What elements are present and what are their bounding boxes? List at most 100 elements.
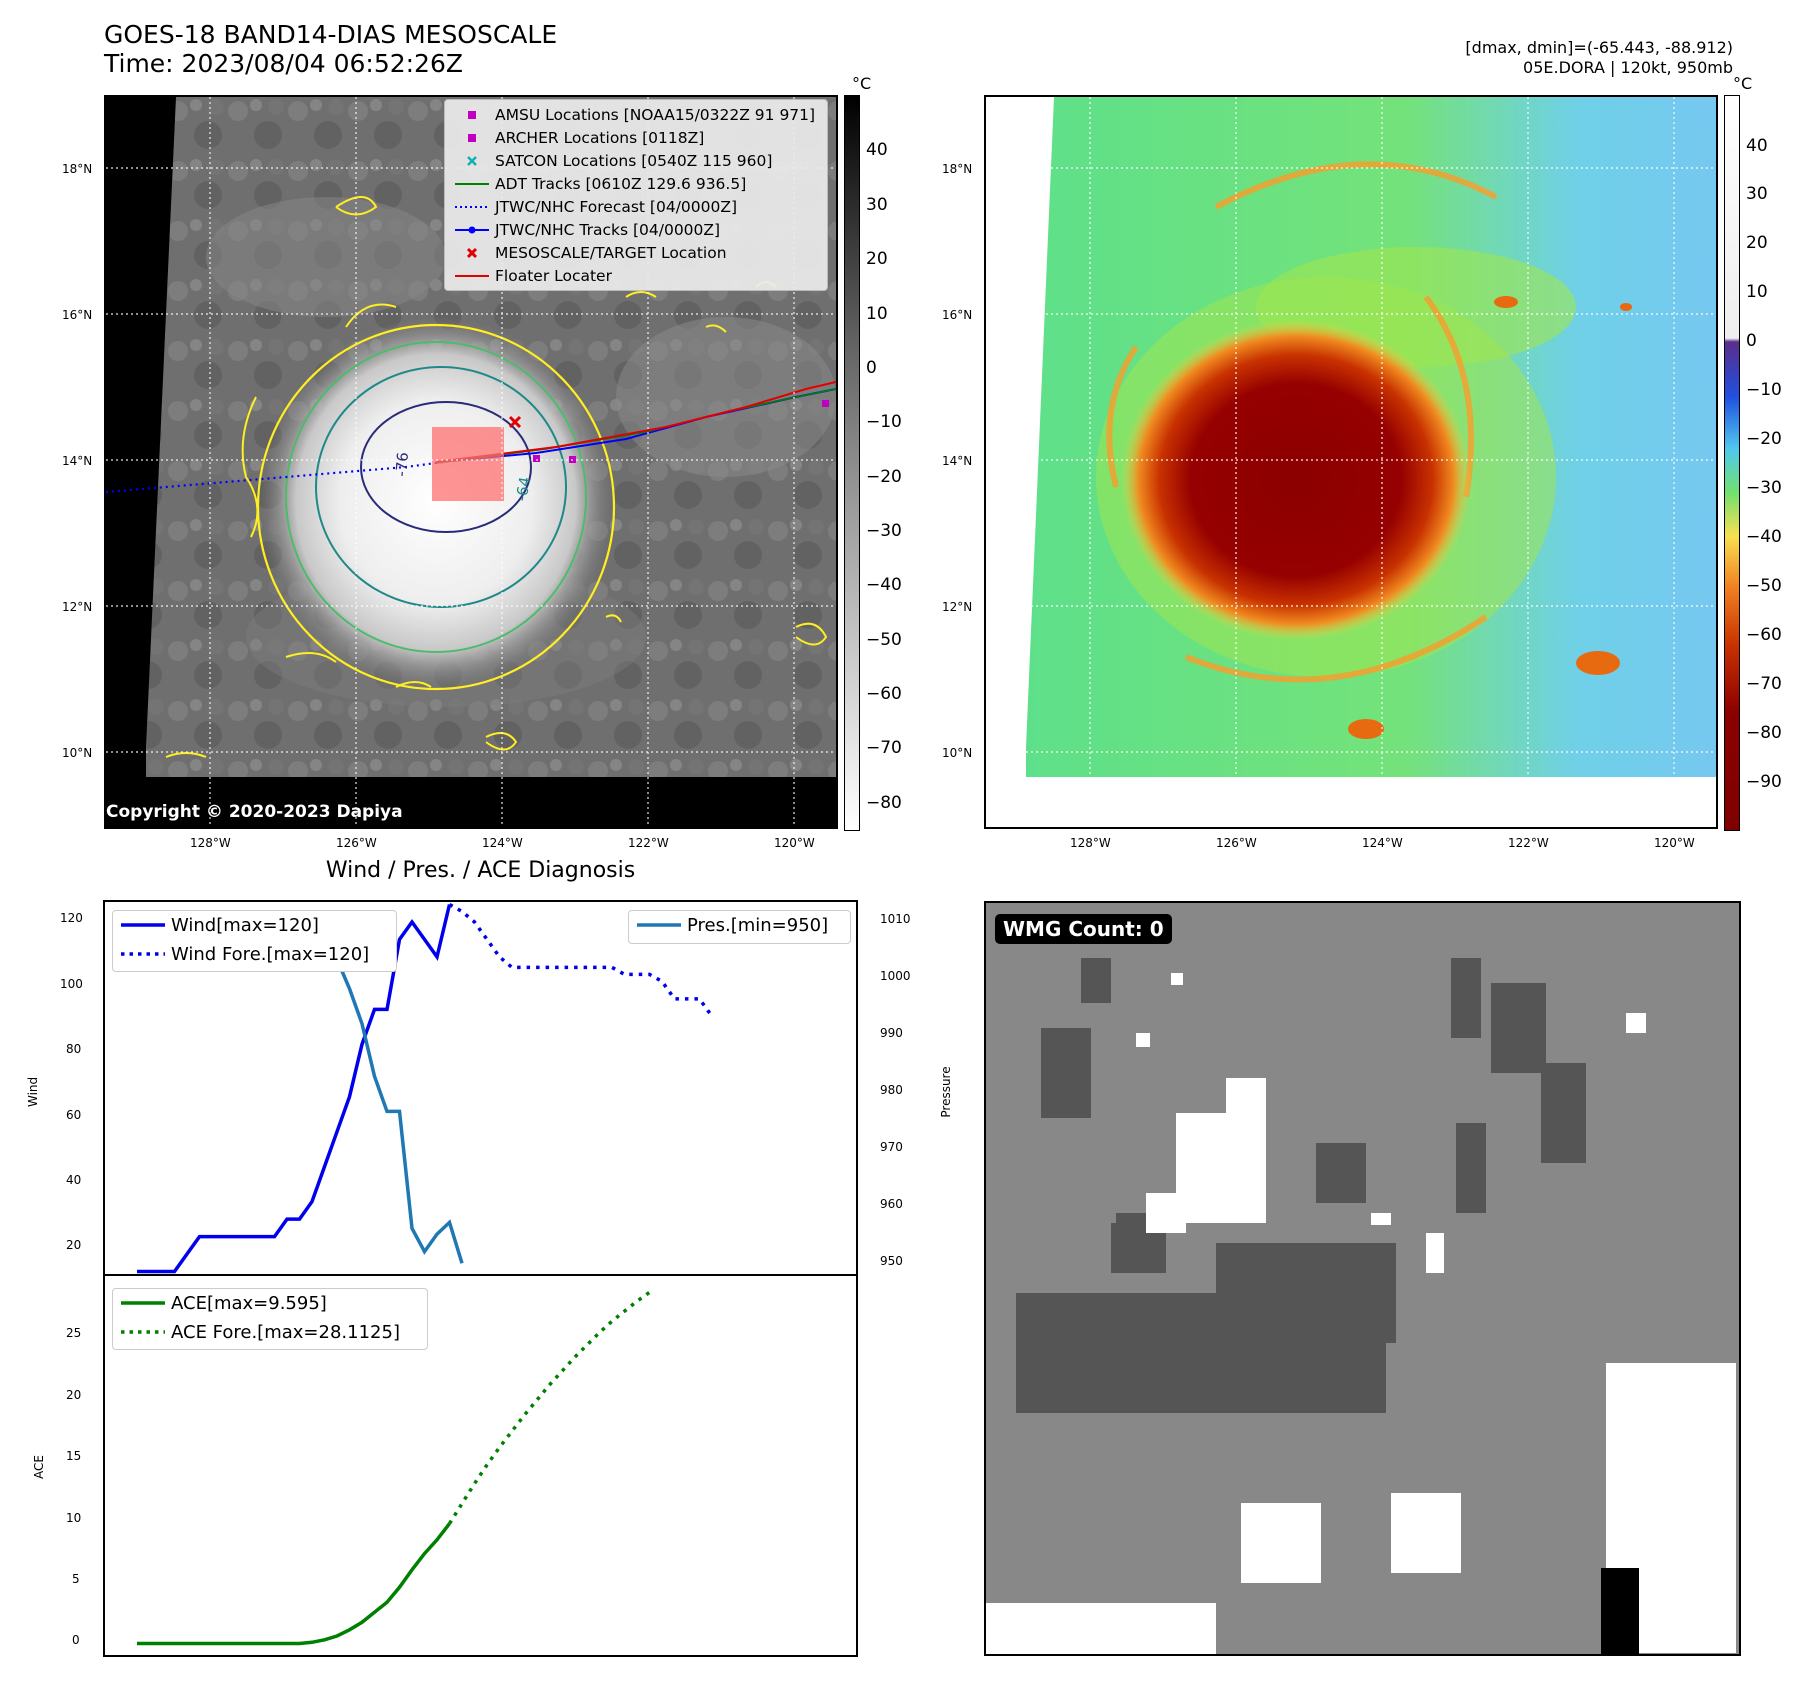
lon-label: 128°W [190,836,231,850]
ace-legend: ACE[max=9.595] ACE Fore.[max=28.1125] [112,1288,428,1350]
legend-item-floater: Floater Locater [445,265,827,288]
ir-colorbar-unit: °C [852,74,872,93]
x-marker-icon [455,242,489,265]
wind-series-line [137,904,452,1274]
ace-tick: 5 [72,1572,80,1586]
legend-item-target: MESOSCALE/TARGET Location [445,242,827,265]
dotted-line-icon [455,196,489,219]
ir-cb-tick: 10 [866,304,888,324]
pres-tick: 1000 [880,969,911,983]
ir-cb-tick: 0 [866,358,877,378]
wind-legend: Wind[max=120] Wind Fore.[max=120] [112,910,397,972]
ir-cb-tick: 20 [866,249,888,269]
color-cb-tick: −90 [1746,772,1782,792]
ir-map-legend: AMSU Locations [NOAA15/0322Z 91 971] ARC… [444,99,828,291]
legend-label: ACE[max=9.595] [171,1293,327,1314]
wind-tick: 20 [66,1238,82,1252]
line-dot-icon [455,219,489,242]
wmg-count-badge: WMG Count: 0 [995,914,1172,944]
ir-cb-tick: −70 [866,738,902,758]
lon-label: 120°W [774,836,815,850]
wind-tick: 80 [66,1042,82,1056]
x-marker-icon [455,150,489,173]
legend-label: AMSU Locations [NOAA15/0322Z 91 971] [495,106,816,124]
ir-colorbar [844,95,860,831]
solid-line-icon [121,1289,165,1318]
wmg-image [986,958,1736,1654]
color-cb-tick: −30 [1746,478,1782,498]
legend-label: Wind Fore.[max=120] [171,944,370,965]
legend-label: JTWC/NHC Forecast [04/0000Z] [495,198,738,216]
lat-label: 12°N [942,600,973,614]
square-marker-icon [455,127,489,150]
color-cb-tick: 10 [1746,282,1768,302]
legend-item-satcon: SATCON Locations [0540Z 115 960] [445,150,827,173]
target-marker [508,415,522,429]
legend-item-wind: Wind[max=120] [113,911,396,940]
color-cb-tick: −80 [1746,723,1782,743]
ace-tick: 15 [66,1449,82,1463]
legend-label: SATCON Locations [0540Z 115 960] [495,152,773,170]
legend-label: ARCHER Locations [0118Z] [495,129,705,147]
solid-line-icon [637,911,681,940]
ace-tick: 25 [66,1326,82,1340]
pres-tick: 1010 [880,912,911,926]
ir-cb-tick: −20 [866,467,902,487]
lon-label: 124°W [482,836,523,850]
wind-tick: 100 [60,977,83,991]
solid-line-icon [121,911,165,940]
legend-item-wind-forecast: Wind Fore.[max=120] [113,940,396,969]
lon-label: 126°W [1216,836,1257,850]
lat-label: 10°N [942,746,973,760]
color-cb-tick: 40 [1746,136,1768,156]
lat-label: 10°N [62,746,93,760]
legend-label: Wind[max=120] [171,915,319,936]
color-cb-tick: −70 [1746,674,1782,694]
ir-cb-tick: −60 [866,684,902,704]
wind-tick: 120 [60,911,83,925]
ace-tick: 10 [66,1511,82,1525]
ace-forecast-series-line [448,1290,651,1525]
legend-label: MESOSCALE/TARGET Location [495,244,727,262]
legend-item-ace-forecast: ACE Fore.[max=28.1125] [113,1318,427,1347]
wind-axis-label: Wind [26,1076,40,1107]
lon-label: 126°W [336,836,377,850]
pres-tick: 970 [880,1140,903,1154]
ace-tick: 0 [72,1633,80,1647]
solid-line-icon [455,265,489,288]
color-colorbar-unit: °C [1733,74,1753,93]
color-map-image [986,97,1716,827]
lat-label: 16°N [942,308,973,322]
legend-item-archer: ARCHER Locations [0118Z] [445,127,827,150]
title-line-1: GOES-18 BAND14-DIAS MESOSCALE [104,20,558,49]
contour-label-64: -64 [512,475,534,502]
title-line-2: Time: 2023/08/04 06:52:26Z [104,49,463,78]
square-marker-icon [455,104,489,127]
ir-cb-tick: −10 [866,412,902,432]
ace-series-line [137,1522,451,1646]
diagnosis-title: Wind / Pres. / ACE Diagnosis [325,858,636,883]
copyright-text: Copyright © 2020-2023 Dapiya [106,802,403,822]
lat-label: 16°N [62,308,93,322]
lon-label: 120°W [1654,836,1695,850]
legend-item-forecast: JTWC/NHC Forecast [04/0000Z] [445,196,827,219]
color-cb-tick: 30 [1746,184,1768,204]
ace-axis-label: ACE [32,1455,46,1479]
color-colorbar [1724,95,1740,831]
pres-tick: 980 [880,1083,903,1097]
lon-label: 122°W [628,836,669,850]
lat-label: 12°N [62,600,93,614]
wind-tick: 40 [66,1173,82,1187]
color-cb-tick: −40 [1746,527,1782,547]
color-cb-tick: −10 [1746,380,1782,400]
dmax-dmin-text: [dmax, dmin]=(-65.443, -88.912) [1465,38,1733,57]
legend-label: ACE Fore.[max=28.1125] [171,1322,400,1343]
dotted-line-icon [121,940,165,969]
pressure-axis-label: Pressure [939,1066,953,1118]
figure-title: GOES-18 BAND14-DIAS MESOSCALE Time: 2023… [104,20,557,78]
color-cb-tick: 20 [1746,233,1768,253]
storm-name-text: 05E.DORA | 120kt, 950mb [1523,58,1733,77]
lat-label: 18°N [942,162,973,176]
color-cb-tick: 0 [1746,331,1757,351]
